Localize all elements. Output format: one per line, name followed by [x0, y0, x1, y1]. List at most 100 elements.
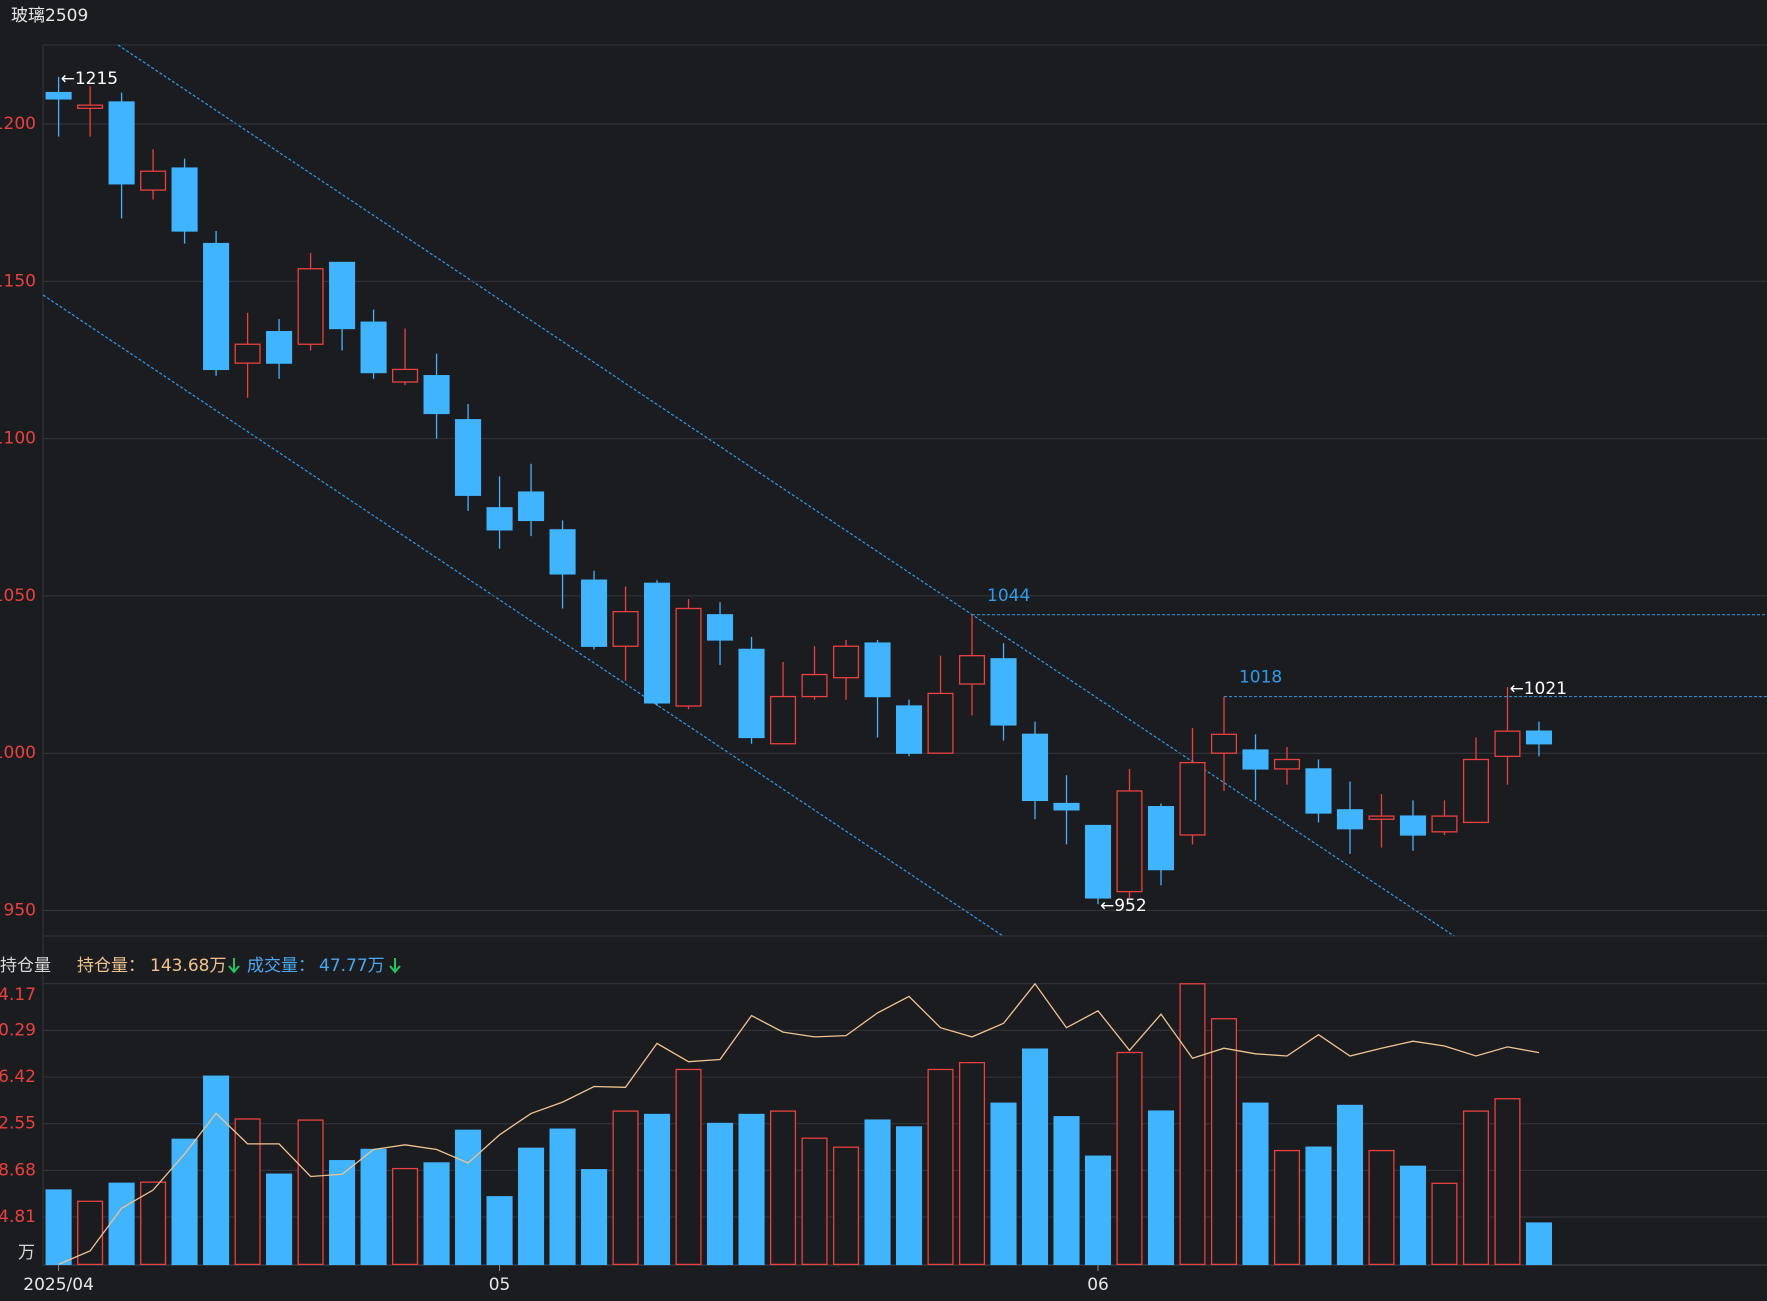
volume-bar — [1147, 1110, 1175, 1266]
candle-body — [1084, 824, 1112, 899]
candle-body — [769, 695, 797, 745]
volume-bar — [1273, 1149, 1301, 1266]
x-tick-label: 06 — [1087, 1275, 1109, 1295]
candle-body — [958, 655, 986, 685]
volume-bar — [1021, 1048, 1049, 1266]
volume-bar — [108, 1182, 135, 1266]
volume-bar — [423, 1162, 450, 1266]
candle-body — [329, 261, 356, 330]
candle-body — [518, 491, 545, 522]
candle-body — [234, 343, 261, 364]
candle-body — [140, 170, 167, 191]
candle-body — [486, 507, 513, 531]
candle-body — [581, 579, 608, 647]
candle-body — [675, 607, 702, 707]
volume-bar — [769, 1110, 797, 1266]
candle-body — [801, 673, 828, 698]
y-tick-label: 1150 — [0, 271, 36, 291]
volume-bar — [1179, 983, 1206, 1266]
legend-label: 成交量： — [247, 956, 315, 976]
volume-bar — [990, 1102, 1017, 1266]
candle-body — [1210, 733, 1238, 754]
candle-body — [1147, 806, 1175, 871]
candle-body — [549, 529, 576, 575]
y-tick-label: 1050 — [0, 586, 36, 606]
volume-bar — [171, 1138, 198, 1266]
panel-title: 持仓量 — [0, 956, 51, 976]
candle-body — [1273, 758, 1301, 770]
volume-bar — [1116, 1051, 1143, 1266]
volume-bar — [1336, 1104, 1364, 1266]
candle-body — [203, 242, 230, 371]
candle-body — [1336, 809, 1364, 830]
volume-bar — [360, 1148, 387, 1266]
volume-bar — [1399, 1165, 1427, 1266]
candle-body — [864, 642, 891, 698]
candle-body — [1242, 749, 1269, 770]
candle-body — [612, 610, 639, 647]
volume-bar — [1431, 1182, 1458, 1266]
volume-bar — [1462, 1110, 1490, 1266]
volume-bar — [706, 1122, 734, 1266]
volume-bar — [140, 1181, 167, 1266]
y-tick-label: 324.17 — [0, 985, 36, 1005]
candle-body — [1431, 815, 1458, 833]
candle-body — [644, 582, 671, 704]
level-label: 1018 — [1239, 668, 1282, 688]
open-interest-line — [58, 982, 1540, 1265]
volume-bar — [203, 1075, 230, 1266]
y-tick-label: 1200 — [0, 114, 36, 134]
candle-body — [1053, 802, 1080, 811]
volume-bar — [45, 1189, 72, 1266]
volume-bar — [1053, 1116, 1080, 1266]
volume-bar — [518, 1147, 545, 1266]
x-tick-label: 2025/04 — [23, 1275, 94, 1295]
volume-bar — [927, 1068, 954, 1266]
candle-body — [1179, 761, 1206, 836]
down-arrow — [228, 958, 240, 974]
volume-bar — [392, 1167, 419, 1266]
candle-body — [171, 167, 198, 232]
candle-body — [45, 91, 72, 100]
candle-body — [455, 419, 482, 496]
candle-body — [990, 658, 1017, 726]
volume-bar — [801, 1137, 828, 1266]
volume-bar — [1525, 1222, 1553, 1266]
candle-body — [77, 104, 104, 109]
volume-bar — [1368, 1149, 1395, 1266]
candle-body — [1525, 730, 1553, 745]
candle-body — [1494, 730, 1521, 757]
volume-bar — [1494, 1098, 1521, 1266]
volume-bar — [644, 1113, 671, 1266]
volume-bar — [1305, 1146, 1332, 1266]
unit-label: 万 — [18, 1243, 35, 1263]
volume-bar — [1084, 1155, 1112, 1266]
extreme-marker: ←952 — [1100, 896, 1147, 916]
candle-body — [738, 648, 765, 739]
candle-body — [832, 645, 860, 679]
extreme-marker: ←1215 — [61, 69, 119, 89]
candle-body — [360, 321, 387, 374]
volume-bar — [1210, 1018, 1238, 1266]
candle-body — [706, 614, 734, 641]
y-tick-label: 108.68 — [0, 1160, 36, 1180]
volume-bar — [549, 1128, 576, 1266]
y-tick-label: 54.81 — [0, 1207, 36, 1227]
candle-body — [423, 375, 450, 415]
legend-value: 47.77万 — [319, 956, 385, 976]
volume-bar — [958, 1061, 986, 1266]
volume-bar — [581, 1169, 608, 1266]
candle-body — [1399, 815, 1427, 836]
candle-body — [108, 101, 135, 185]
volume-bar — [612, 1110, 639, 1266]
candle-body — [1368, 815, 1395, 820]
legend-label: 持仓量： — [77, 956, 145, 976]
candle-body — [927, 692, 954, 754]
candle-body — [1021, 733, 1049, 802]
x-tick-label: 05 — [489, 1275, 511, 1295]
y-tick-label: 1100 — [0, 429, 36, 449]
volume-bar — [832, 1146, 860, 1266]
trend-line — [117, 44, 1455, 937]
y-tick-label: 1000 — [0, 743, 36, 763]
